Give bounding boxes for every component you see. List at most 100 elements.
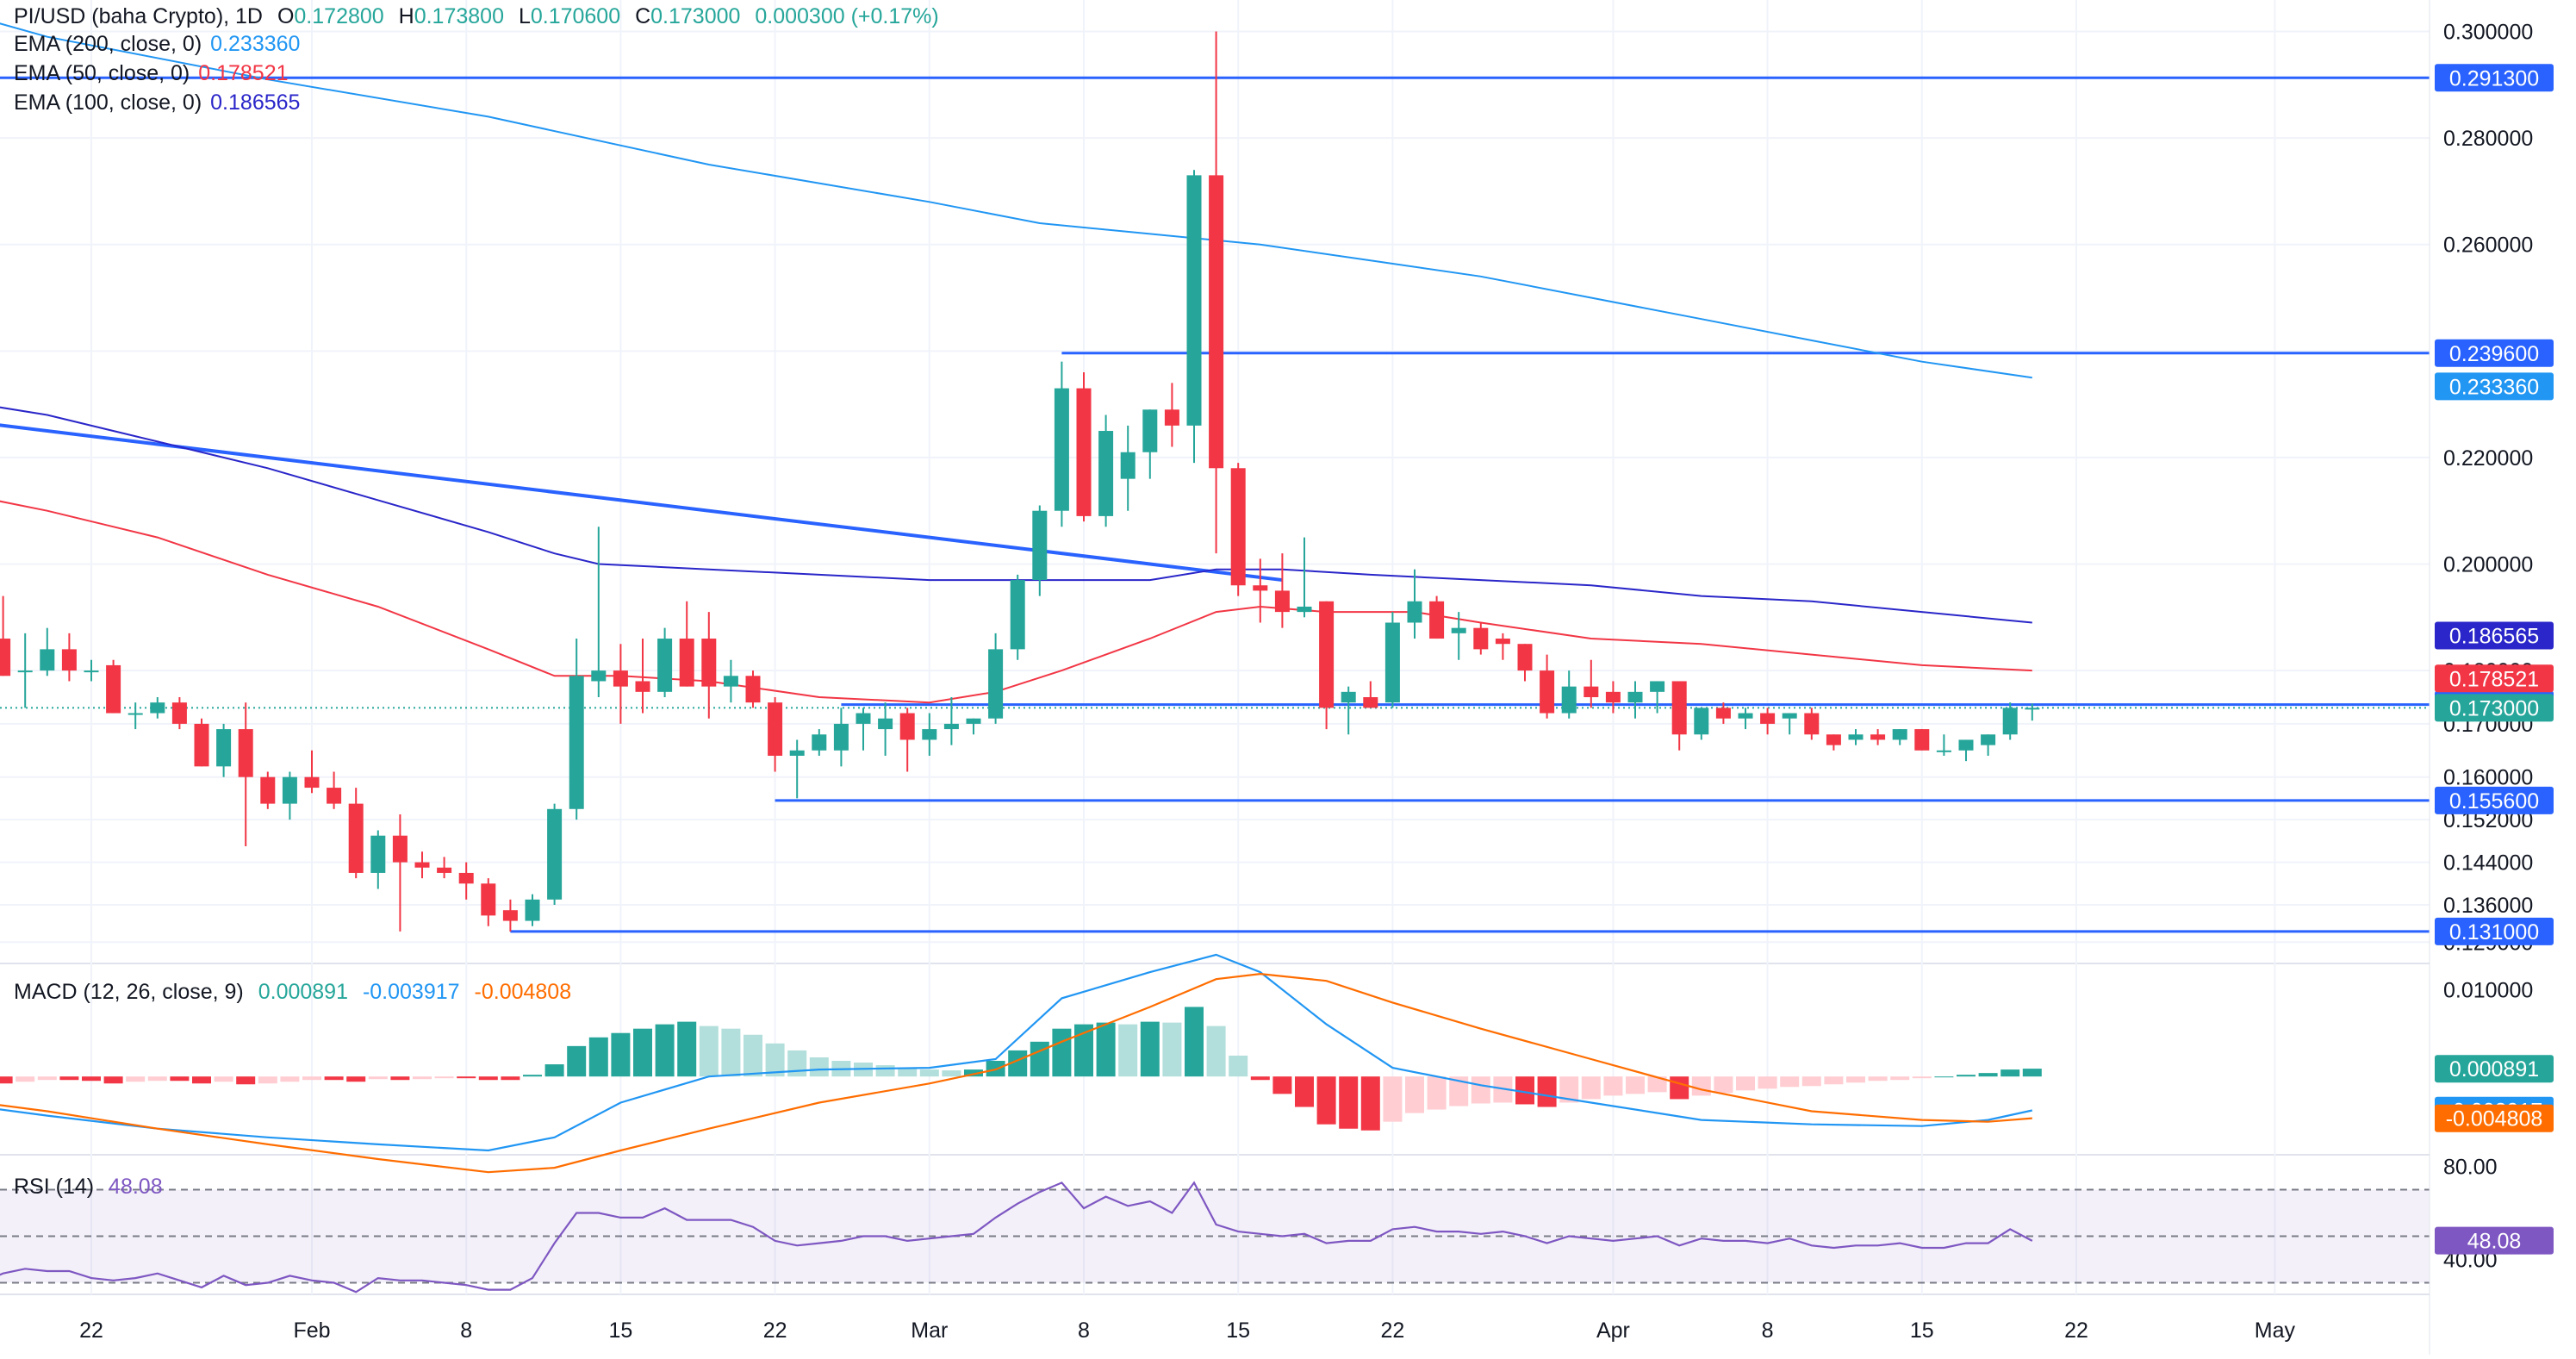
candle-body [1760, 713, 1776, 724]
candle-body [1230, 468, 1246, 586]
candle-body [1671, 681, 1687, 735]
candle-body [1561, 686, 1577, 714]
macd-histogram-bar [192, 1076, 211, 1084]
candle-body [856, 713, 871, 724]
price-tick-label: 0.144000 [2443, 851, 2533, 876]
macd-histogram-bar [744, 1034, 762, 1077]
time-tick-label: 22 [79, 1318, 103, 1343]
macd-histogram-bar [1074, 1024, 1093, 1077]
macd-histogram-bar [1758, 1076, 1777, 1089]
macd-histogram-bar [523, 1075, 542, 1077]
macd-histogram-bar [59, 1076, 79, 1081]
candle-body [1782, 713, 1797, 719]
macd-histogram-bar [964, 1069, 983, 1077]
macd-histogram-bar [82, 1076, 101, 1082]
macd-histogram-bar [280, 1076, 300, 1082]
macd-histogram-bar [1206, 1025, 1226, 1077]
macd-histogram-bar [1449, 1076, 1469, 1107]
ohlc-high: H0.173800 [398, 4, 504, 28]
macd-line-value: -0.003917 [362, 980, 460, 1004]
macd-histogram-bar [501, 1076, 520, 1081]
macd-histogram-bar [478, 1076, 498, 1081]
macd-histogram-bar [1691, 1076, 1711, 1096]
ema-axis-tag: 0.178521 [2449, 667, 2539, 691]
macd-histogram-bar [875, 1065, 895, 1077]
macd-label: MACD (12, 26, close, 9) [14, 980, 244, 1004]
macd-histogram-bar [1978, 1073, 1998, 1077]
candle-body [1341, 691, 1356, 703]
macd-histogram-bar [147, 1076, 167, 1082]
macd-histogram-bar [103, 1076, 123, 1084]
macd-axis-tag: -0.004808 [2446, 1107, 2543, 1131]
macd-signal-value: -0.004808 [474, 980, 572, 1004]
candle-body [1429, 601, 1445, 639]
macd-histogram-bar [1030, 1041, 1049, 1077]
candle-body [789, 750, 805, 756]
time-tick-label: 22 [2064, 1318, 2088, 1343]
time-tick-label: 8 [1762, 1318, 1774, 1343]
level-axis-tag-bg [2435, 786, 2554, 814]
macd-histogram-bar [1670, 1076, 1689, 1100]
candle-body [0, 639, 11, 676]
macd-histogram-bar [1647, 1076, 1667, 1093]
macd-histogram-bar [1185, 1007, 1204, 1077]
rsi-legend[interactable]: RSI (14) 48.08 [14, 1172, 171, 1201]
time-tick-label: 8 [460, 1318, 472, 1343]
candle-body [370, 835, 386, 873]
ema50-value: 0.178521 [198, 61, 289, 85]
candle-body [966, 718, 981, 724]
candle-body [657, 639, 673, 692]
macd-histogram-bar [544, 1064, 564, 1077]
macd-histogram-bar [809, 1057, 829, 1077]
macd-histogram-bar [1471, 1076, 1490, 1104]
ema-axis-tag: 0.173000 [2449, 696, 2539, 720]
symbol-title[interactable]: PI/USD (baha Crypto), 1D [14, 4, 263, 28]
macd-hist-value: 0.000891 [258, 980, 348, 1004]
candle-body [1032, 510, 1048, 581]
candle-body [1142, 409, 1158, 452]
macd-histogram-bar [1250, 1076, 1270, 1081]
trend-line [0, 423, 1283, 583]
candle-body [922, 729, 937, 740]
macd-histogram-bar [2022, 1069, 2042, 1077]
ema100-value: 0.186565 [210, 90, 301, 115]
macd-histogram-bar [434, 1076, 454, 1079]
macd-histogram-bar [1559, 1076, 1579, 1103]
macd-histogram-bar [1096, 1022, 1116, 1077]
candle-body [1540, 670, 1555, 714]
ema-line [0, 500, 2032, 704]
macd-histogram-bar [0, 1076, 13, 1084]
candle-body [1098, 431, 1114, 516]
price-tick-label: 0.300000 [2443, 21, 2533, 45]
macd-histogram-bar [1162, 1022, 1182, 1077]
macd-histogram-bar [1890, 1076, 1910, 1081]
macd-histogram-bar [942, 1070, 961, 1077]
macd-signal-line [0, 972, 2032, 1174]
macd-histogram-bar [1008, 1050, 1028, 1077]
ema200-value: 0.233360 [210, 32, 301, 56]
candle-body [61, 649, 77, 671]
ema200-legend[interactable]: EMA (200, close, 0) 0.233360 [14, 29, 308, 59]
ema100-legend[interactable]: EMA (100, close, 0) 0.186565 [14, 88, 308, 117]
ohlc-low: L0.170600 [518, 4, 621, 28]
candle-body [1981, 734, 1996, 745]
macd-legend[interactable]: MACD (12, 26, close, 9) 0.000891 -0.0039… [14, 977, 580, 1007]
level-axis-tag: 0.131000 [2449, 920, 2539, 944]
macd-histogram-bar [1427, 1076, 1447, 1110]
candle-body [899, 713, 915, 740]
macd-histogram-bar [2000, 1069, 2020, 1077]
candle-body [1584, 686, 1599, 698]
ohlc-change: 0.000300 (+0.17%) [755, 4, 939, 28]
candle-body [1384, 622, 1400, 703]
candle-body [1363, 697, 1378, 708]
macd-histogram-bar [787, 1050, 807, 1077]
candle-body [1517, 644, 1533, 671]
time-tick-label: Apr [1596, 1318, 1630, 1343]
macd-histogram-bar [567, 1045, 587, 1077]
candle-body [768, 702, 783, 756]
macd-histogram-bar [677, 1021, 697, 1077]
ema50-legend[interactable]: EMA (50, close, 0) 0.178521 [14, 59, 297, 88]
candle-body [1297, 606, 1312, 613]
macd-histogram-bar [1295, 1076, 1314, 1107]
